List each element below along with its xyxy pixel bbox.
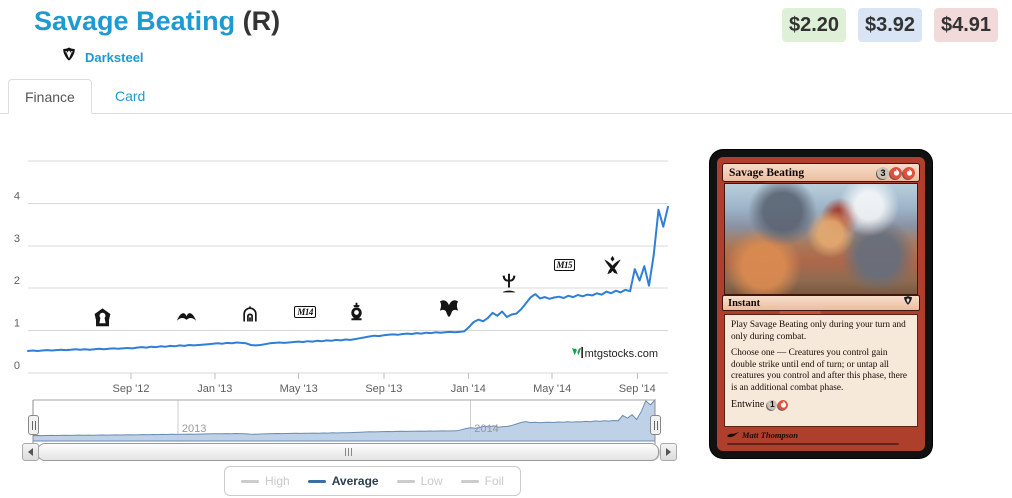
- red-mana-icon: [903, 166, 915, 179]
- x-axis-label: Jan '13: [197, 383, 232, 395]
- y-axis-label: 4: [14, 190, 20, 202]
- set-name-link[interactable]: Darksteel: [85, 50, 144, 65]
- mana-cost: 3: [877, 166, 915, 179]
- rarity-label: (R): [242, 6, 281, 36]
- navigator-year-label: 2013: [181, 423, 207, 435]
- navigator-right-handle[interactable]: [650, 415, 661, 435]
- legend-item-high[interactable]: High: [241, 474, 290, 488]
- mtgstocks-logo-icon: [571, 346, 584, 362]
- average-price-line[interactable]: [27, 205, 669, 352]
- x-axis-label: May '14: [533, 383, 571, 395]
- set-marker-rtr-icon[interactable]: [91, 305, 115, 329]
- legend-item-low[interactable]: Low: [396, 474, 443, 488]
- card-image: Savage Beating 3 Instant Play Savage Bea…: [710, 150, 932, 458]
- card-name: Savage Beating: [729, 166, 805, 179]
- price-low-badge: $2.20: [782, 8, 846, 42]
- card-title-bar: Savage Beating 3: [722, 163, 920, 182]
- y-axis-label: 3: [14, 233, 20, 245]
- set-marker-bng-icon[interactable]: [437, 295, 461, 319]
- tab-finance[interactable]: Finance: [8, 79, 92, 114]
- card-type-bar: Instant: [722, 295, 920, 311]
- card-artist-credit: Matt Thompson: [727, 430, 798, 440]
- scrollbar-thumb[interactable]: [37, 443, 659, 461]
- price-badges: $2.20 $3.92 $4.91: [782, 8, 998, 42]
- x-axis-label: Sep '12: [113, 383, 150, 395]
- set-marker-ths-icon[interactable]: [345, 300, 369, 324]
- set-marker-ktk-icon[interactable]: [600, 253, 624, 277]
- chart-legend: High Average Low Foil: [224, 466, 521, 496]
- red-mana-icon: [890, 166, 902, 179]
- set-marker-m15-icon[interactable]: M15: [552, 253, 576, 277]
- x-axis-label: Sep '13: [365, 383, 402, 395]
- navigator-year-label: 2014: [474, 423, 499, 435]
- set-marker-gtc-icon[interactable]: [174, 303, 198, 327]
- card-art: [724, 183, 918, 295]
- navigator-left-handle[interactable]: [28, 415, 39, 435]
- y-axis-label: 1: [14, 318, 20, 330]
- card-title-text: Savage Beating: [34, 6, 236, 36]
- set-marker-m14-icon[interactable]: M14: [293, 300, 317, 324]
- y-axis-label: 2: [14, 275, 20, 287]
- card-rules-text: Play Savage Beating only during your tur…: [724, 314, 918, 427]
- x-axis-label: Jan '14: [451, 383, 486, 395]
- brush-icon: [727, 432, 739, 438]
- set-marker-dgm-icon[interactable]: [238, 302, 262, 326]
- darksteel-set-icon: [60, 46, 78, 69]
- chart-watermark: mtgstocks.com: [540, 346, 658, 362]
- x-axis-label: May '13: [280, 383, 318, 395]
- chart-navigator[interactable]: [0, 395, 690, 447]
- set-marker-jou-icon[interactable]: [497, 272, 521, 296]
- legend-item-average[interactable]: Average: [307, 474, 379, 488]
- scrollbar-right-arrow-icon[interactable]: [660, 443, 677, 461]
- entwine-cost: 1: [767, 399, 789, 410]
- card-frame: Savage Beating 3 Instant Play Savage Bea…: [717, 157, 925, 451]
- card-type-line: Instant: [728, 297, 761, 309]
- tab-card[interactable]: Card: [115, 87, 146, 104]
- generic-mana-icon: 1: [767, 399, 778, 410]
- price-average-badge: $3.92: [858, 8, 922, 42]
- price-high-badge: $4.91: [934, 8, 998, 42]
- tab-bar: Finance Card: [0, 79, 1012, 114]
- y-axis-label: 0: [14, 360, 20, 372]
- scrollbar-left-arrow-icon[interactable]: [22, 443, 39, 461]
- legend-item-foil[interactable]: Foil: [460, 474, 504, 488]
- generic-mana-icon: 3: [877, 166, 889, 179]
- set-row: Darksteel: [60, 46, 144, 69]
- price-chart[interactable]: 0 1 2 3 4 Sep '12 Jan '13 May '13 Sep '13 Jan '14…: [0, 140, 690, 395]
- card-copyright-line: [727, 443, 899, 445]
- entwine-line: Entwine 1: [731, 399, 911, 410]
- card-set-symbol-darksteel-icon: [902, 294, 914, 312]
- red-mana-icon: [778, 399, 789, 410]
- x-axis-label: Sep '14: [619, 383, 656, 395]
- page-title: Savage Beating (R): [34, 6, 280, 37]
